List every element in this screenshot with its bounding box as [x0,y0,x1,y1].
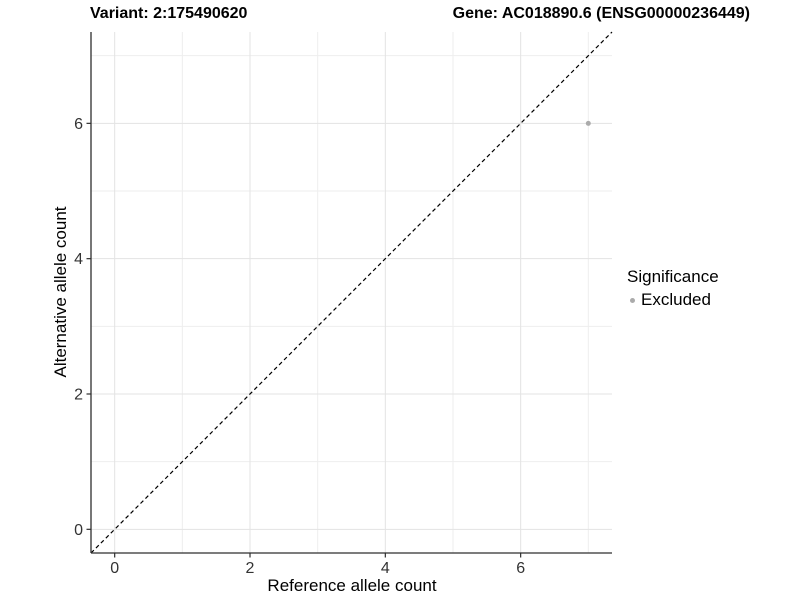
y-tick-label: 4 [74,251,83,268]
x-tick-label: 6 [516,560,525,577]
identity-dashed-line [90,31,613,554]
y-tick-label: 6 [74,116,83,133]
plot-title-variant: Variant: 2:175490620 [90,5,248,22]
y-tick-label: 0 [74,522,83,539]
legend: Significance Excluded [627,267,719,310]
legend-point-icon [630,297,635,303]
legend-title: Significance [627,267,719,286]
x-tick-label: 4 [381,560,390,577]
legend-item-excluded: Excluded [627,290,719,310]
plot-title-gene: Gene: AC018890.6 (ENSG00000236449) [452,5,750,22]
x-tick-label: 0 [110,560,119,577]
y-axis-label: Alternative allele count [51,206,70,378]
x-tick-label: 2 [246,560,255,577]
legend-item-label: Excluded [641,290,711,309]
data-point-excluded [585,120,591,126]
y-tick-label: 2 [74,386,83,403]
x-axis-label: Reference allele count [267,576,437,595]
